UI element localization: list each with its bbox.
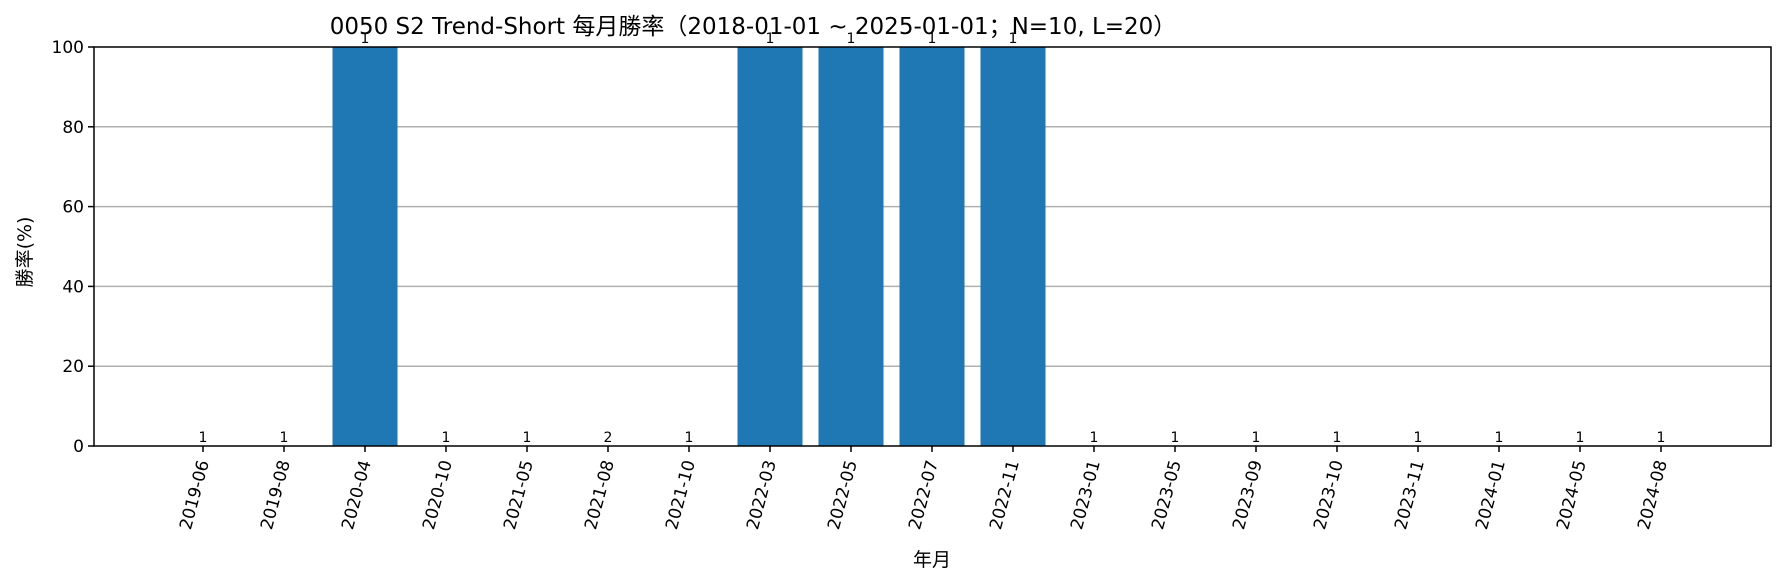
y-tick-label: 60 (62, 198, 84, 218)
y-axis-label: 勝率(%) (14, 217, 36, 288)
bar (332, 47, 398, 446)
bar-count-label: 1 (847, 31, 856, 47)
bar-count-label: 1 (1090, 430, 1099, 446)
bar-count-label: 2 (604, 430, 613, 446)
x-tick-label: 2021-10 (662, 458, 700, 532)
bar-count-label: 1 (523, 430, 532, 446)
bar (737, 47, 803, 446)
y-axis-ticks: 0 20 40 60 80 100 (52, 38, 94, 457)
bar-count-label: 1 (1657, 430, 1666, 446)
x-tick-label: 2023-05 (1148, 458, 1186, 532)
x-tick-label: 2024-08 (1634, 458, 1672, 532)
bar-count-label: 1 (1171, 430, 1180, 446)
x-tick-label: 2022-03 (743, 458, 781, 532)
bar (818, 47, 884, 446)
bar-count-label: 1 (1576, 430, 1585, 446)
bar (980, 47, 1046, 446)
bar-count-label: 1 (280, 430, 289, 446)
bar-count-label: 1 (766, 31, 775, 47)
bar-count-label: 1 (1414, 430, 1423, 446)
x-tick-label: 2022-05 (824, 458, 862, 532)
x-tick-label: 2022-11 (986, 458, 1024, 532)
bar (899, 47, 965, 446)
bar-count-label: 1 (442, 430, 451, 446)
x-tick-label: 2019-08 (257, 458, 295, 532)
bar-count-label: 1 (685, 430, 694, 446)
chart-title: 0050 S2 Trend-Short 每月勝率（2018-01-01 ~ 20… (330, 14, 1177, 40)
data-labels: 1 1 1 1 1 2 1 1 1 1 1 1 1 1 1 1 1 1 1 (199, 31, 1666, 446)
x-tick-label: 2020-04 (338, 458, 376, 532)
y-tick-label: 0 (73, 437, 84, 457)
bar-count-label: 1 (928, 31, 937, 47)
bars (332, 47, 1046, 446)
x-axis-label: 年月 (913, 549, 951, 571)
x-tick-label: 2019-06 (176, 458, 214, 532)
bar-count-label: 1 (1252, 430, 1261, 446)
x-tick-label: 2020-10 (419, 458, 457, 532)
y-tick-label: 80 (62, 118, 84, 138)
y-tick-label: 100 (52, 38, 84, 58)
bar-count-label: 1 (199, 430, 208, 446)
x-tick-label: 2022-07 (905, 458, 943, 532)
x-tick-label: 2021-08 (581, 458, 619, 532)
x-tick-label: 2023-09 (1229, 458, 1267, 532)
x-tick-label: 2021-05 (500, 458, 538, 532)
bar-count-label: 1 (1009, 31, 1018, 47)
bar-count-label: 1 (1495, 430, 1504, 446)
x-tick-label: 2024-01 (1472, 458, 1510, 532)
x-tick-label: 2023-01 (1067, 458, 1105, 532)
y-tick-label: 40 (62, 277, 84, 297)
x-tick-label: 2024-05 (1553, 458, 1591, 532)
x-tick-label: 2023-10 (1310, 458, 1348, 532)
x-tick-label: 2023-11 (1391, 458, 1429, 532)
bar-count-label: 1 (361, 31, 370, 47)
y-tick-label: 20 (62, 357, 84, 377)
x-axis-ticks: 2019-06 2019-08 2020-04 2020-10 2021-05 2021-… (176, 446, 1672, 532)
bar-count-label: 1 (1333, 430, 1342, 446)
